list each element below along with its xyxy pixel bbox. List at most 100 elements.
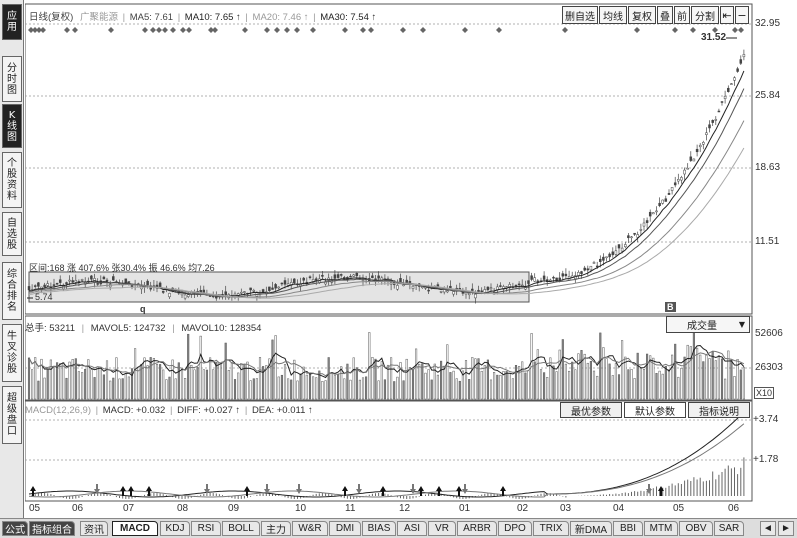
event-diamond bbox=[342, 27, 348, 33]
volume-bar bbox=[602, 347, 605, 400]
tab-rsi[interactable]: RSI bbox=[191, 521, 221, 536]
sidebar-item-level2[interactable]: 超级盘口 bbox=[2, 386, 22, 444]
tab-macd[interactable]: MACD bbox=[112, 521, 158, 536]
volume-bar bbox=[571, 361, 574, 400]
tab-sar[interactable]: SAR bbox=[714, 521, 744, 536]
volume-bar bbox=[237, 372, 240, 400]
tab-asi[interactable]: ASI bbox=[397, 521, 427, 536]
tab-bbi[interactable]: BBI bbox=[613, 521, 643, 536]
volume-bar bbox=[209, 357, 212, 400]
buy-arrow-icon bbox=[456, 486, 462, 496]
volume-bar bbox=[493, 372, 496, 400]
volume-bar bbox=[433, 363, 436, 400]
sidebar-item-label: 牛叉诊股 bbox=[7, 331, 17, 375]
volume-bar bbox=[524, 372, 527, 400]
sidebar-item-kline[interactable]: K线图 bbox=[2, 104, 22, 148]
candle-body bbox=[240, 291, 243, 294]
tab-dpo[interactable]: DPO bbox=[498, 521, 532, 536]
event-diamond bbox=[150, 27, 156, 33]
volume-bar bbox=[174, 378, 177, 400]
volume-bar bbox=[165, 379, 168, 400]
tab-bias[interactable]: BIAS bbox=[362, 521, 396, 536]
event-diamond bbox=[712, 27, 718, 33]
volume-bar bbox=[421, 363, 424, 400]
range-start-marker: q bbox=[140, 304, 146, 314]
tab-label: DMI bbox=[335, 523, 355, 534]
candle-body bbox=[452, 291, 455, 295]
volume-bar bbox=[436, 374, 439, 400]
candle-body bbox=[592, 262, 596, 264]
candle-body bbox=[124, 278, 128, 283]
delete-watchlist-button[interactable]: 删自选 bbox=[562, 6, 598, 24]
volume-bar bbox=[280, 374, 283, 400]
volume-bar bbox=[40, 358, 43, 400]
sidebar-item-label: 自选股 bbox=[7, 217, 17, 251]
volume-bar bbox=[621, 340, 624, 400]
sidebar-item-apps[interactable]: 应用 bbox=[2, 4, 22, 40]
arrow-left-icon[interactable]: ⇤ bbox=[720, 6, 734, 24]
tab-news[interactable]: 资讯 bbox=[80, 521, 108, 536]
default-params-button[interactable]: 默认参数 bbox=[624, 402, 686, 418]
tab-new-dma[interactable]: 新DMA bbox=[570, 521, 612, 536]
candle-body bbox=[68, 279, 71, 282]
sidebar-item-diagnosis[interactable]: 牛叉诊股 bbox=[2, 324, 22, 382]
candle-body bbox=[692, 158, 696, 162]
candle-body bbox=[605, 256, 608, 259]
volume-bar bbox=[443, 365, 446, 400]
tab-vr[interactable]: VR bbox=[428, 521, 456, 536]
volume-indicator-select[interactable]: 成交量 ▼ bbox=[666, 316, 750, 333]
candle-body bbox=[499, 285, 502, 287]
x-axis-label: 08 bbox=[177, 503, 189, 514]
volume-bar bbox=[202, 369, 205, 400]
up-arrow-icon: ↑ bbox=[233, 12, 241, 23]
tab-boll[interactable]: BOLL bbox=[222, 521, 260, 536]
optimal-params-button[interactable]: 最优参数 bbox=[560, 402, 622, 418]
tab-mtm[interactable]: MTM bbox=[644, 521, 678, 536]
forward-button[interactable]: 前 bbox=[674, 6, 690, 24]
minus-icon[interactable]: − bbox=[735, 6, 749, 24]
tab-trix[interactable]: TRIX bbox=[533, 521, 569, 536]
y-label: +1.78 bbox=[753, 454, 779, 465]
candle-body bbox=[648, 211, 652, 217]
candle-body bbox=[96, 283, 99, 285]
sidebar-item-profile[interactable]: 个股资料 bbox=[2, 152, 22, 208]
adjust-price-button[interactable]: 复权 bbox=[628, 6, 656, 24]
candle-body bbox=[542, 275, 546, 280]
button-label: 指标说明 bbox=[699, 406, 739, 418]
scroll-left-icon[interactable]: ◄ bbox=[760, 521, 776, 536]
split-button[interactable]: 分割 bbox=[691, 6, 719, 24]
candle-body bbox=[564, 273, 568, 277]
chart-canvas[interactable] bbox=[24, 0, 797, 518]
candle-body bbox=[183, 294, 187, 299]
x-axis-label: 09 bbox=[228, 503, 240, 514]
overlay-button[interactable]: 叠 bbox=[657, 6, 673, 24]
volume-bar bbox=[739, 369, 742, 400]
sidebar-item-watchlist[interactable]: 自选股 bbox=[2, 212, 22, 256]
tab-wr[interactable]: W&R bbox=[292, 521, 328, 536]
sidebar-item-intraday[interactable]: 分时图 bbox=[2, 56, 22, 102]
volume-bar bbox=[27, 357, 31, 400]
tab-dmi[interactable]: DMI bbox=[329, 521, 361, 536]
volume-bar bbox=[127, 376, 130, 400]
volume-bar bbox=[717, 355, 720, 400]
volume-bar bbox=[617, 374, 621, 400]
volume-bar bbox=[302, 366, 305, 400]
tab-indicator-combo[interactable]: 指标组合 bbox=[29, 521, 75, 536]
volume-bar bbox=[489, 379, 493, 400]
candle-body bbox=[480, 290, 483, 293]
tab-obv[interactable]: OBV bbox=[679, 521, 713, 536]
tab-main-force[interactable]: 主力 bbox=[261, 521, 291, 536]
candle-body bbox=[533, 277, 536, 282]
event-diamond bbox=[108, 27, 114, 33]
tab-formula[interactable]: 公式 bbox=[2, 521, 28, 536]
indicator-help-button[interactable]: 指标说明 bbox=[688, 402, 750, 418]
tab-arbr[interactable]: ARBR bbox=[457, 521, 497, 536]
ma20-value: MA20: 7.46 bbox=[252, 12, 302, 23]
sidebar-item-ranking[interactable]: 综合排名 bbox=[2, 262, 22, 320]
volume-bar bbox=[299, 373, 302, 400]
tab-kdj[interactable]: KDJ bbox=[160, 521, 190, 536]
candle-body bbox=[502, 286, 505, 290]
ma-lines-button[interactable]: 均线 bbox=[599, 6, 627, 24]
volume-bar bbox=[312, 376, 315, 400]
scroll-right-icon[interactable]: ► bbox=[778, 521, 794, 536]
